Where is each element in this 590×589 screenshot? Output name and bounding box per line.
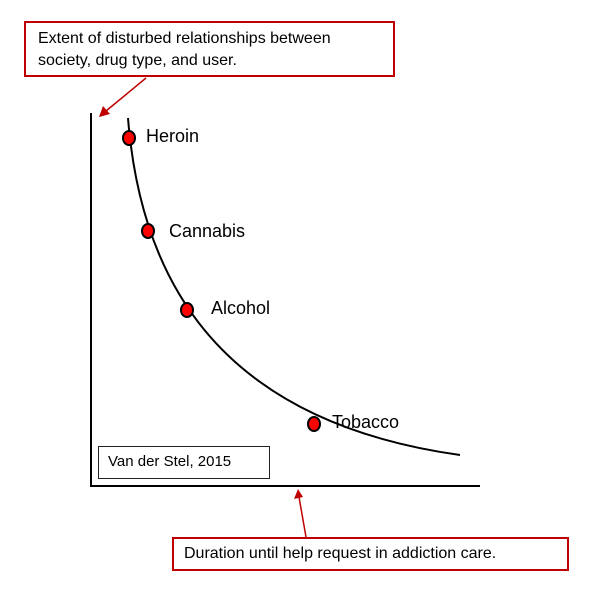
point-label-heroin: Heroin bbox=[146, 126, 200, 146]
point-marker-heroin bbox=[122, 130, 136, 146]
x-axis-callout: Duration until help request in addiction… bbox=[172, 537, 569, 571]
source-citation: Van der Stel, 2015 bbox=[98, 446, 270, 479]
y-axis-callout-arrow bbox=[99, 77, 147, 117]
y-axis-callout-line1: Extent of disturbed relationships betwee… bbox=[38, 30, 331, 47]
point-marker-cannabis bbox=[141, 223, 155, 239]
point-label-cannabis: Cannabis bbox=[169, 221, 246, 241]
point-label-tobacco: Tobacco bbox=[332, 412, 400, 432]
point-marker-tobacco bbox=[307, 416, 321, 432]
y-axis-callout-line2: society, drug type, and user. bbox=[38, 52, 237, 69]
x-axis-callout-text: Duration until help request in addiction… bbox=[184, 545, 497, 562]
point-marker-alcohol bbox=[180, 302, 194, 318]
y-axis-callout: Extent of disturbed relationships betwee… bbox=[24, 21, 395, 77]
relationship-curve bbox=[127, 117, 461, 456]
x-axis-callout-arrow bbox=[294, 489, 307, 538]
point-label-alcohol: Alcohol bbox=[211, 298, 271, 318]
